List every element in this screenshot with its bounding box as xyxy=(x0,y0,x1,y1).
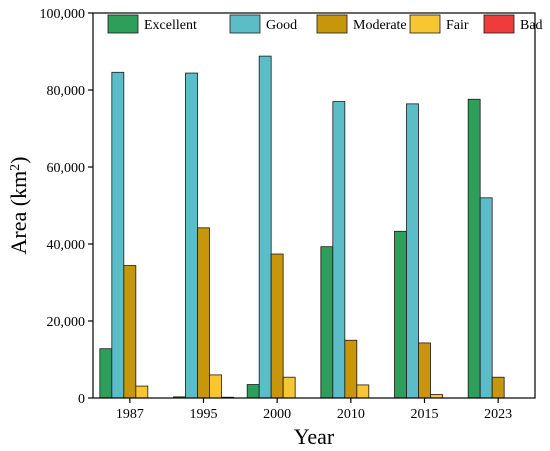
y-axis-title-suffix: ) xyxy=(6,156,31,163)
bar-fair xyxy=(356,384,370,399)
y-tick-label: 40,000 xyxy=(47,238,86,253)
bar-good xyxy=(479,197,493,399)
bar-excellent xyxy=(246,384,260,399)
bar-excellent xyxy=(394,230,407,399)
y-axis-title: Area (km2) xyxy=(6,156,31,254)
legend-label-good: Good xyxy=(266,18,297,33)
bar-excellent xyxy=(320,246,334,399)
legend-label-fair: Fair xyxy=(446,18,469,33)
bar-excellent xyxy=(467,98,481,399)
legend-swatch-moderate xyxy=(316,14,348,34)
y-tick-label: 100,000 xyxy=(40,7,86,22)
plot-frame xyxy=(92,12,536,399)
x-tick-label: 2015 xyxy=(411,407,439,422)
x-tick-label: 2010 xyxy=(337,407,365,422)
bar-excellent xyxy=(99,348,113,399)
y-tick-label: 20,000 xyxy=(47,315,86,330)
legend-swatch-excellent xyxy=(107,14,139,34)
bar-good xyxy=(185,72,198,399)
legend-swatch-good xyxy=(229,14,261,34)
x-axis-title: Year xyxy=(294,424,335,449)
bar-fair xyxy=(282,376,296,399)
bar-moderate xyxy=(197,227,210,399)
bar-moderate xyxy=(270,253,284,399)
y-tick-label: 60,000 xyxy=(47,161,86,176)
bar-moderate xyxy=(123,265,137,399)
bar-good xyxy=(258,55,272,399)
bar-fair xyxy=(135,385,149,399)
axes: 0 20,000 40,000 60,000 80,000 100,000 1987 1995… xyxy=(40,7,536,422)
legend-swatch-fair xyxy=(409,14,441,34)
legend-label-bad: Bad xyxy=(520,18,543,33)
bar-good xyxy=(332,101,346,399)
x-tick-label: 2000 xyxy=(263,407,291,422)
bar-moderate xyxy=(491,376,505,399)
bar-good xyxy=(406,103,419,399)
bars xyxy=(99,55,505,399)
y-tick-label: 80,000 xyxy=(47,84,86,99)
bar-moderate xyxy=(418,342,431,399)
legend-label-excellent: Excellent xyxy=(144,18,197,33)
legend-swatch-bad xyxy=(483,14,515,34)
x-tick-label: 2023 xyxy=(484,407,512,422)
bar-fair xyxy=(209,374,222,399)
legend-label-moderate: Moderate xyxy=(353,18,407,33)
x-tick-label: 1995 xyxy=(190,407,218,422)
y-axis-title-superscript: 2 xyxy=(8,164,23,171)
bar-moderate xyxy=(344,339,358,399)
bar-good xyxy=(111,71,125,399)
y-tick-label: 0 xyxy=(78,392,85,407)
legend: Excellent Good Moderate Fair Bad xyxy=(107,14,543,34)
x-tick-label: 1987 xyxy=(116,407,144,422)
